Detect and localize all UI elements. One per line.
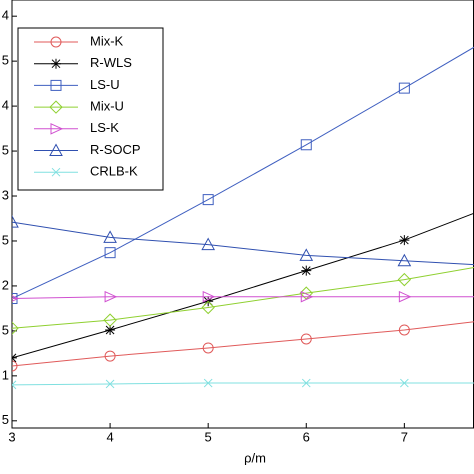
- y-tick-label: 1: [2, 367, 9, 382]
- marker: [202, 290, 216, 303]
- marker: [202, 194, 214, 206]
- legend-label: Mix-U: [90, 99, 124, 114]
- series-line: [12, 46, 474, 299]
- marker: [12, 360, 18, 372]
- marker: [105, 379, 115, 389]
- x-tick-label: 4: [106, 429, 113, 444]
- series-line: [12, 212, 474, 359]
- marker: [201, 237, 216, 251]
- y-tick-label: 5: [2, 142, 9, 157]
- marker: [398, 324, 410, 336]
- marker: [51, 167, 61, 177]
- marker: [12, 380, 17, 390]
- y-tick-label: 5: [2, 322, 9, 337]
- marker: [104, 247, 116, 259]
- marker: [201, 300, 215, 315]
- x-axis-label: ρ/m: [244, 450, 266, 465]
- x-tick-label: 5: [205, 429, 212, 444]
- marker: [203, 378, 213, 388]
- y-tick-label: 2: [2, 277, 9, 292]
- marker: [12, 321, 19, 335]
- y-tick-label: 3: [2, 187, 9, 202]
- marker: [103, 313, 117, 327]
- series-line: [12, 321, 474, 367]
- marker: [103, 230, 117, 243]
- y-tick-label: 5: [2, 412, 9, 427]
- marker: [300, 290, 314, 303]
- legend-label: LS-K: [90, 120, 119, 135]
- legend-label: Mix-K: [90, 33, 124, 48]
- legend-label: R-SOCP: [90, 142, 141, 157]
- series-line: [12, 267, 474, 329]
- y-tick-label: 5: [2, 53, 9, 68]
- y-tick-label: 4: [2, 8, 9, 23]
- marker: [202, 342, 214, 354]
- marker: [51, 58, 61, 69]
- series-line: [12, 296, 474, 300]
- marker: [49, 100, 63, 114]
- marker: [301, 378, 311, 388]
- y-tick-label: 4: [2, 98, 9, 113]
- x-tick-label: 6: [303, 429, 310, 444]
- plot-area: [12, 46, 474, 390]
- marker: [399, 235, 410, 246]
- marker: [300, 139, 312, 151]
- marker: [398, 82, 410, 94]
- marker: [50, 79, 62, 91]
- legend-label: LS-U: [90, 77, 120, 92]
- x-tick-label: 7: [401, 429, 408, 444]
- marker: [49, 143, 63, 156]
- series-line: [12, 382, 474, 386]
- marker: [300, 333, 312, 345]
- marker: [12, 295, 20, 302]
- marker: [105, 324, 116, 335]
- marker: [400, 378, 409, 388]
- x-tick-label: 3: [8, 429, 15, 444]
- marker: [104, 290, 118, 303]
- marker: [299, 248, 314, 261]
- marker: [12, 352, 17, 363]
- marker: [398, 290, 412, 303]
- marker: [397, 253, 412, 267]
- marker: [301, 265, 312, 276]
- marker: [397, 272, 412, 287]
- marker: [50, 123, 64, 135]
- legend-box: [17, 27, 164, 191]
- series-line: [12, 221, 474, 266]
- legend-label: R-WLS: [90, 55, 132, 70]
- y-tick-label: 5: [2, 232, 9, 247]
- marker: [104, 350, 116, 362]
- marker: [12, 215, 19, 228]
- marker: [50, 36, 62, 48]
- legend-label: CRLB-K: [90, 164, 138, 179]
